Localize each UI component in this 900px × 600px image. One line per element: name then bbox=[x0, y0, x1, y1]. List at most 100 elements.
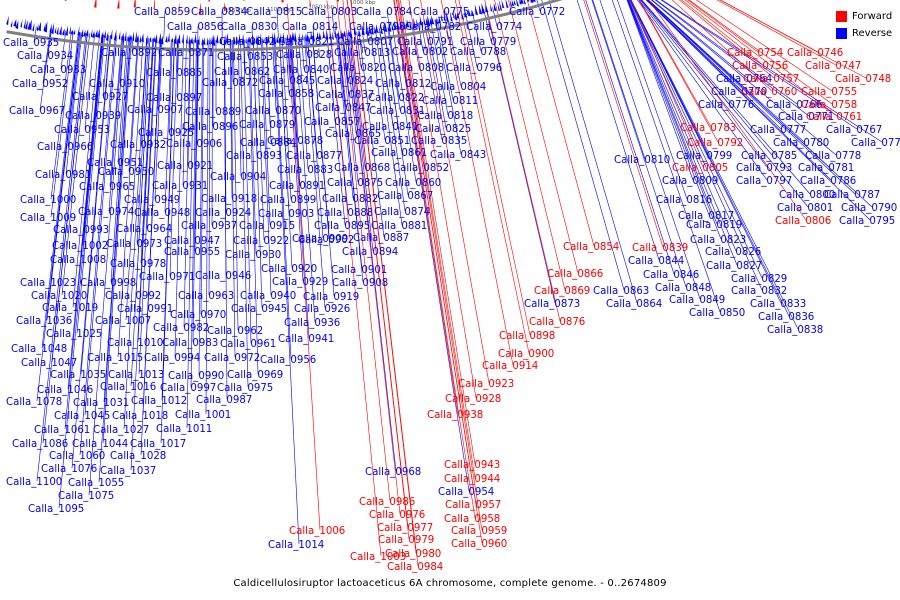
forward-gene-label: Calla_0761 bbox=[806, 112, 862, 123]
reverse-gene-label: Calla_0860 bbox=[385, 178, 441, 189]
reverse-gene-arrow bbox=[318, 32, 322, 40]
gene-leader-line bbox=[396, 25, 470, 492]
gene-leader-line bbox=[290, 37, 301, 186]
reverse-gene-arrow bbox=[91, 30, 95, 39]
reverse-gene-arrow bbox=[532, 0, 536, 2]
reverse-gene-label: Calla_0833 bbox=[750, 299, 806, 310]
forward-gene-arrow bbox=[94, 0, 97, 8]
reverse-gene-label: Calla_0766 bbox=[766, 100, 822, 111]
gene-leader-line bbox=[647, 0, 856, 195]
reverse-gene-label: Calla_0990 bbox=[168, 371, 224, 382]
reverse-gene-arrow bbox=[384, 21, 388, 33]
gene-leader-line bbox=[341, 33, 359, 183]
gene-leader-line bbox=[200, 39, 204, 315]
gene-leader-line bbox=[483, 9, 492, 42]
reverse-gene-arrow bbox=[276, 35, 279, 44]
reverse-gene-arrow bbox=[471, 9, 475, 17]
gene-leader-line bbox=[183, 39, 191, 328]
reverse-gene-arrow bbox=[100, 31, 104, 41]
reverse-gene-arrow bbox=[32, 22, 35, 32]
reverse-gene-arrow bbox=[229, 37, 232, 44]
gene-leader-line bbox=[64, 34, 103, 430]
reverse-gene-arrow bbox=[210, 35, 214, 45]
gene-leader-line bbox=[326, 34, 346, 226]
reverse-gene-label: Calla_1014 bbox=[268, 540, 324, 551]
reverse-gene-arrow bbox=[481, 2, 486, 14]
reverse-gene-arrow bbox=[129, 34, 132, 41]
gene-leader-line bbox=[125, 37, 144, 321]
reverse-gene-arrow bbox=[113, 29, 117, 42]
forward-gene-label: Calla_0792 bbox=[687, 138, 743, 149]
reverse-gene-label: Calla_1100 bbox=[6, 477, 62, 488]
gene-leader-line bbox=[298, 37, 309, 170]
reverse-gene-label: Calla_0787 bbox=[824, 190, 880, 201]
gene-leader-line bbox=[272, 38, 277, 111]
gene-leader-line bbox=[335, 33, 354, 199]
reverse-gene-arrow bbox=[474, 4, 479, 16]
reverse-gene-arrow bbox=[139, 35, 142, 43]
reverse-gene-label: Calla_1009 bbox=[20, 213, 76, 224]
reverse-gene-arrow bbox=[223, 34, 227, 45]
reverse-gene-label: Calla_0891 bbox=[269, 181, 325, 192]
gene-leader-line bbox=[330, 34, 349, 213]
reverse-gene-arrow bbox=[85, 29, 89, 37]
gene-leader-line bbox=[627, 0, 738, 266]
gene-leader-line bbox=[346, 0, 410, 540]
gene-leader-line bbox=[108, 36, 123, 212]
forward-gene-label: Calla_0869 bbox=[534, 286, 590, 297]
reverse-gene-label: Calla_0797 bbox=[736, 176, 792, 187]
reverse-gene-label: Calla_1008 bbox=[50, 255, 106, 266]
tick-label: 1000 kbp bbox=[350, 0, 376, 6]
reverse-gene-label: Calla_0852 bbox=[393, 163, 449, 174]
reverse-gene-arrow bbox=[95, 29, 98, 38]
reverse-gene-arrow bbox=[110, 28, 113, 40]
tick-mark bbox=[361, 43, 364, 54]
tick-mark bbox=[403, 37, 407, 47]
reverse-gene-arrow bbox=[443, 14, 446, 21]
reverse-swatch bbox=[836, 28, 847, 39]
gene-leader-line bbox=[393, 0, 459, 415]
gene-leader-line bbox=[36, 32, 87, 482]
reverse-gene-arrow bbox=[233, 36, 236, 45]
reverse-gene-label: Calla_0874 bbox=[374, 207, 430, 218]
forward-gene-label: Calla_0747 bbox=[805, 61, 861, 72]
reverse-gene-arrow bbox=[365, 27, 368, 35]
reverse-gene-label: Calla_0818 bbox=[417, 111, 473, 122]
forward-gene-label: Calla_0960 bbox=[451, 539, 507, 550]
reverse-gene-arrow bbox=[80, 28, 84, 38]
reverse-gene-label: Calla_0950 bbox=[98, 167, 154, 178]
reverse-gene-arrow bbox=[259, 32, 262, 45]
reverse-gene-arrow bbox=[294, 31, 297, 42]
gene-leader-line bbox=[426, 20, 447, 129]
reverse-gene-arrow bbox=[105, 31, 109, 42]
reverse-gene-arrow bbox=[181, 33, 184, 44]
gene-leader-line bbox=[79, 35, 116, 456]
gene-leader-line bbox=[110, 36, 130, 283]
reverse-gene-arrow bbox=[511, 0, 515, 7]
forward-gene-label: Calla_0756 bbox=[732, 61, 788, 72]
reverse-gene-arrow bbox=[497, 2, 501, 11]
reverse-gene-label: Calla_0796 bbox=[446, 63, 502, 74]
reverse-gene-label: Calla_0784 bbox=[356, 7, 412, 18]
forward-gene-label: Calla_0959 bbox=[451, 526, 507, 537]
gene-leader-line bbox=[655, 0, 798, 105]
reverse-gene-label: Calla_0795 bbox=[839, 216, 895, 227]
reverse-gene-label: Calla_0920 bbox=[261, 264, 317, 275]
reverse-gene-arrow bbox=[245, 37, 248, 44]
gene-leader-line bbox=[39, 28, 52, 111]
reverse-gene-arrow bbox=[358, 29, 361, 37]
gene-leader-line bbox=[194, 39, 199, 252]
forward-gene-label: Calla_0757 bbox=[743, 74, 799, 85]
reverse-gene-label: Calla_0770 bbox=[711, 87, 767, 98]
reverse-gene-arrow bbox=[141, 33, 144, 43]
reverse-gene-arrow bbox=[391, 22, 394, 31]
legend-item-reverse: Reverse bbox=[836, 25, 892, 42]
gene-leader-line bbox=[637, 0, 768, 181]
reverse-gene-arrow bbox=[388, 20, 392, 32]
gene-leader-line bbox=[119, 36, 124, 84]
reverse-gene-arrow bbox=[403, 19, 406, 30]
forward-gene-label: Calla_0928 bbox=[445, 394, 501, 405]
reverse-gene-label: Calla_0934 bbox=[17, 51, 73, 62]
reverse-gene-label: Calla_0781 bbox=[798, 163, 854, 174]
gene-leader-line bbox=[169, 39, 178, 277]
